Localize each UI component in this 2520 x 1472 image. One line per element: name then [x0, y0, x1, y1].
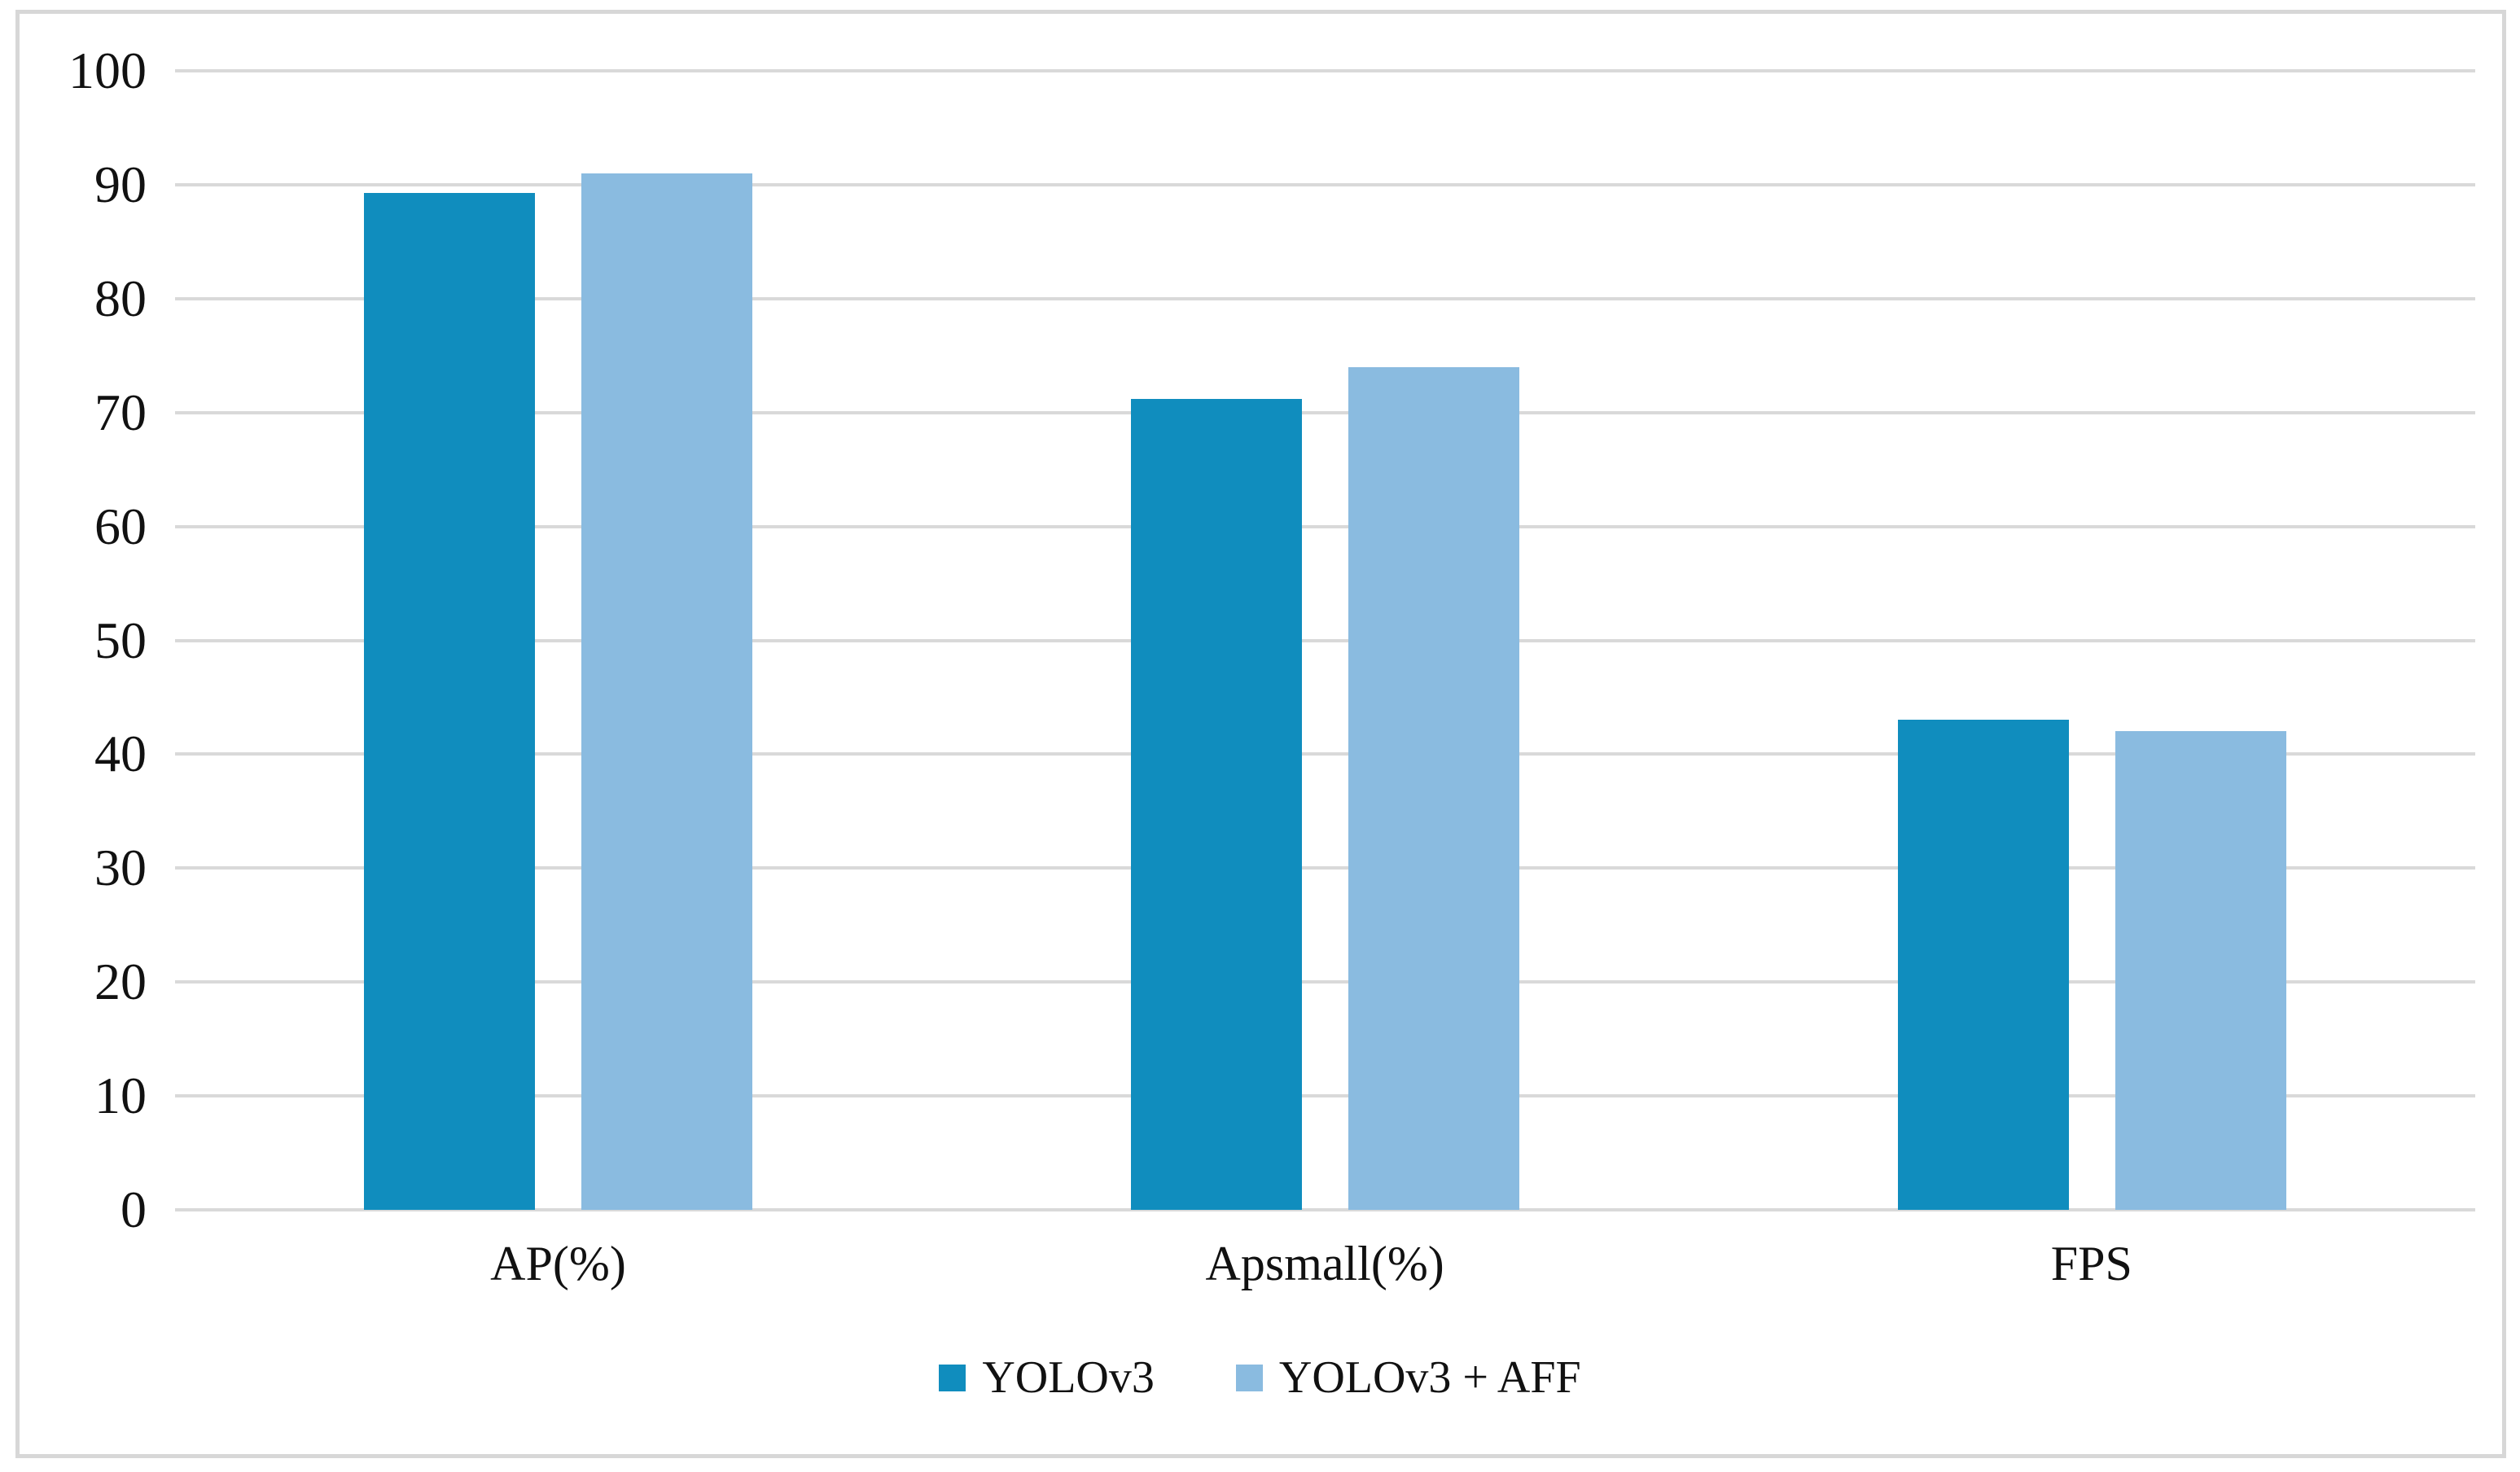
category-label-apsmall: Apsmall(%)	[1205, 1237, 1444, 1290]
legend-swatch-yolov3	[939, 1364, 966, 1391]
y-tick-label-0: 0	[121, 1181, 147, 1238]
gridline-30	[175, 866, 2475, 870]
gridline-90	[175, 182, 2475, 186]
gridline-20	[175, 980, 2475, 984]
bar-yolov3-fps	[1897, 720, 2069, 1210]
gridline-60	[175, 524, 2475, 528]
y-tick-label-20: 20	[94, 953, 147, 1011]
gridline-50	[175, 638, 2475, 642]
category-label-fps: FPS	[2050, 1237, 2132, 1290]
bar-yolov3-aff-apsmall	[1348, 366, 1519, 1210]
y-tick-label-80: 80	[94, 269, 147, 327]
y-tick-label-10: 10	[94, 1067, 147, 1125]
category-label-ap: AP(%)	[490, 1237, 626, 1290]
bar-yolov3-aff-fps	[2115, 731, 2286, 1210]
bar-yolov3-aff-ap	[581, 173, 753, 1210]
x-axis-baseline	[175, 1208, 2475, 1211]
legend-item-yolov3: YOLOv3	[939, 1355, 1155, 1400]
y-tick-label-100: 100	[68, 42, 147, 99]
gridline-40	[175, 752, 2475, 756]
gridline-70	[175, 410, 2475, 414]
legend-label-yolov3-aff: YOLOv3 + AFF	[1278, 1352, 1581, 1403]
legend-item-yolov3-aff: YOLOv3 + AFF	[1235, 1352, 1581, 1403]
gridline-80	[175, 296, 2475, 300]
y-tick-label-50: 50	[94, 611, 147, 669]
gridline-100	[175, 69, 2475, 72]
y-tick-label-90: 90	[94, 155, 147, 213]
legend: YOLOv3 YOLOv3 + AFF	[0, 1355, 2520, 1400]
y-tick-label-60: 60	[94, 497, 147, 555]
legend-label-yolov3: YOLOv3	[982, 1352, 1155, 1403]
legend-swatch-yolov3-aff	[1235, 1364, 1263, 1391]
y-tick-label-30: 30	[94, 839, 147, 897]
bar-yolov3-apsmall	[1131, 398, 1302, 1210]
y-tick-label-40: 40	[94, 725, 147, 783]
bar-yolov3-ap	[364, 192, 536, 1210]
y-tick-label-70: 70	[94, 383, 147, 441]
gridline-10	[175, 1094, 2475, 1098]
